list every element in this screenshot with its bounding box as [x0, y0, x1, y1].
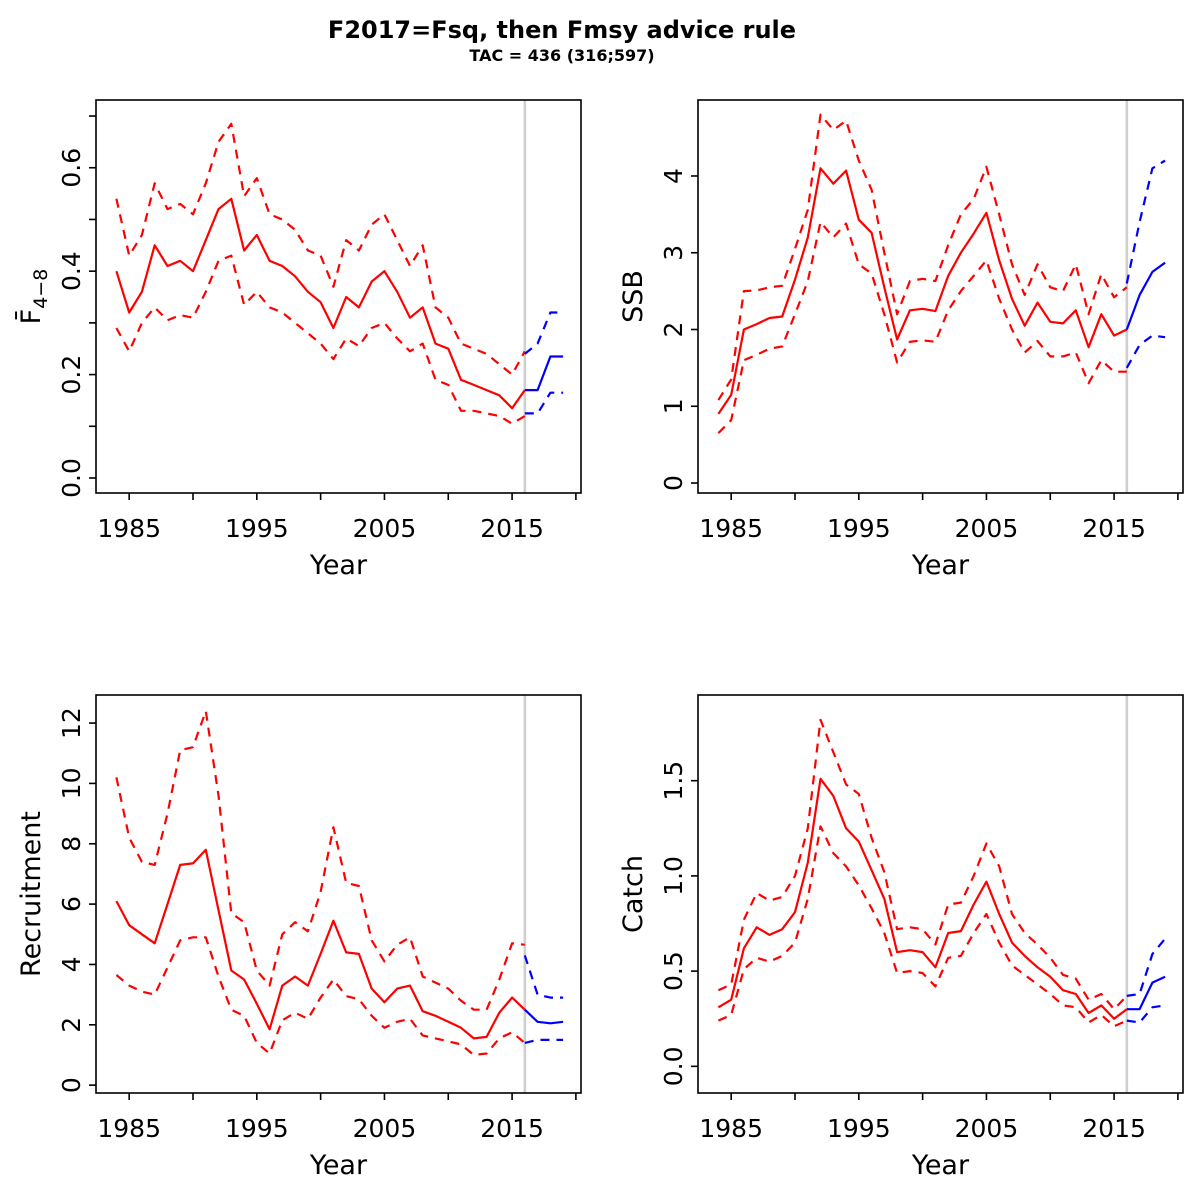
x-tick-label: 2005 [353, 514, 417, 543]
x-tick-label: 2015 [1082, 514, 1146, 543]
y-tick-label: 10 [57, 768, 86, 800]
upper-ci-forecast-line [1125, 159, 1166, 284]
x-axis-title: Year [911, 1150, 970, 1181]
upper-ci-historical-line [717, 113, 1128, 401]
figure-subtitle: TAC = 436 (316;597) [469, 46, 655, 65]
y-tick-label: 2 [659, 322, 688, 338]
x-tick-label: 1995 [827, 514, 891, 543]
y-tick-label: 6 [57, 896, 86, 912]
plot-box [697, 99, 1184, 494]
lower-ci-forecast-line [1125, 334, 1166, 369]
x-tick-label: 2015 [480, 1114, 544, 1143]
x-axis-title: Year [309, 550, 368, 581]
panel-recruitment: 1985 1995 2005 2015 0 2 4 6 8 10 12 Year Recruitment [16, 694, 582, 1181]
y-tick-label: 0.0 [659, 1046, 688, 1086]
y-tick-label: 4 [57, 957, 86, 973]
x-tick-label: 1995 [225, 514, 289, 543]
lower-ci-historical-line [717, 825, 1128, 1028]
x-tick-label: 1985 [97, 1114, 161, 1143]
upper-ci-forecast-line [1126, 938, 1166, 997]
lower-ci-historical-line [115, 936, 526, 1057]
y-tick-label: 0.2 [57, 355, 86, 395]
median-historical-line [115, 197, 526, 410]
median-historical-line [717, 777, 1128, 1020]
lower-ci-forecast-line [524, 1038, 564, 1044]
y-tick-label: 4 [659, 168, 688, 184]
panel-ssb: 1985 1995 2005 2015 0 1 2 3 4 Year SSB [618, 99, 1184, 581]
plot-box [95, 99, 582, 494]
median-historical-line [115, 848, 526, 1040]
x-tick-label: 2005 [353, 1114, 417, 1143]
y-tick-label: 3 [659, 245, 688, 261]
y-axis-title: Catch [618, 855, 649, 933]
y-tick-label: 12 [57, 707, 86, 739]
lower-ci-historical-line [115, 254, 526, 425]
figure-title: F2017=Fsq, then Fmsy advice rule [327, 16, 797, 44]
median-forecast-line [1125, 261, 1166, 330]
y-tick-label: 0.5 [659, 951, 688, 991]
x-tick-label: 1985 [699, 1114, 763, 1143]
x-tick-label: 2015 [480, 514, 544, 543]
x-tick-label: 1985 [699, 514, 763, 543]
y-axis-title: F̄4−8 [15, 269, 52, 325]
y-axis-title: SSB [618, 270, 649, 323]
y-tick-label: 1.5 [659, 761, 688, 801]
y-tick-label: 8 [57, 836, 86, 852]
median-forecast-line [1126, 975, 1166, 1011]
upper-ci-forecast-line [524, 311, 564, 355]
upper-ci-historical-line [115, 709, 525, 1011]
x-tick-label: 1985 [97, 514, 161, 543]
x-tick-label: 1995 [827, 1114, 891, 1143]
y-tick-label: 1 [659, 398, 688, 414]
upper-ci-historical-line [717, 718, 1128, 1011]
y-tick-label: 0.6 [57, 148, 86, 188]
panel-fishing-mortality: 1985 1995 2005 2015 0.0 0.2 0.4 0.6 Year F̄4−8 [15, 99, 582, 581]
x-tick-label: 2005 [955, 514, 1019, 543]
lower-ci-forecast-line [1126, 1004, 1166, 1024]
panel-catch: 1985 1995 2005 2015 0.0 0.5 1.0 1.5 Year Catch [618, 694, 1184, 1181]
y-tick-label: 0.0 [57, 458, 86, 498]
lower-ci-historical-line [717, 220, 1127, 434]
y-tick-label: 0 [659, 475, 688, 491]
x-tick-label: 1995 [225, 1114, 289, 1143]
y-tick-label: 0.4 [57, 251, 86, 291]
upper-ci-historical-line [115, 122, 526, 376]
median-historical-line [717, 167, 1128, 415]
x-axis-title: Year [309, 1150, 368, 1181]
x-tick-label: 2005 [955, 1114, 1019, 1143]
x-axis-title: Year [911, 550, 970, 581]
y-axis-title: Recruitment [16, 811, 47, 977]
median-forecast-line [524, 1008, 564, 1025]
median-forecast-line [524, 355, 564, 392]
y-tick-label: 1.0 [659, 856, 688, 896]
lower-ci-forecast-line [524, 391, 564, 415]
y-tick-label: 2 [57, 1017, 86, 1033]
plot-box [95, 694, 582, 1094]
upper-ci-forecast-line [523, 955, 564, 999]
y-tick-label: 0 [57, 1077, 86, 1093]
plot-box [697, 694, 1184, 1094]
x-tick-label: 2015 [1082, 1114, 1146, 1143]
